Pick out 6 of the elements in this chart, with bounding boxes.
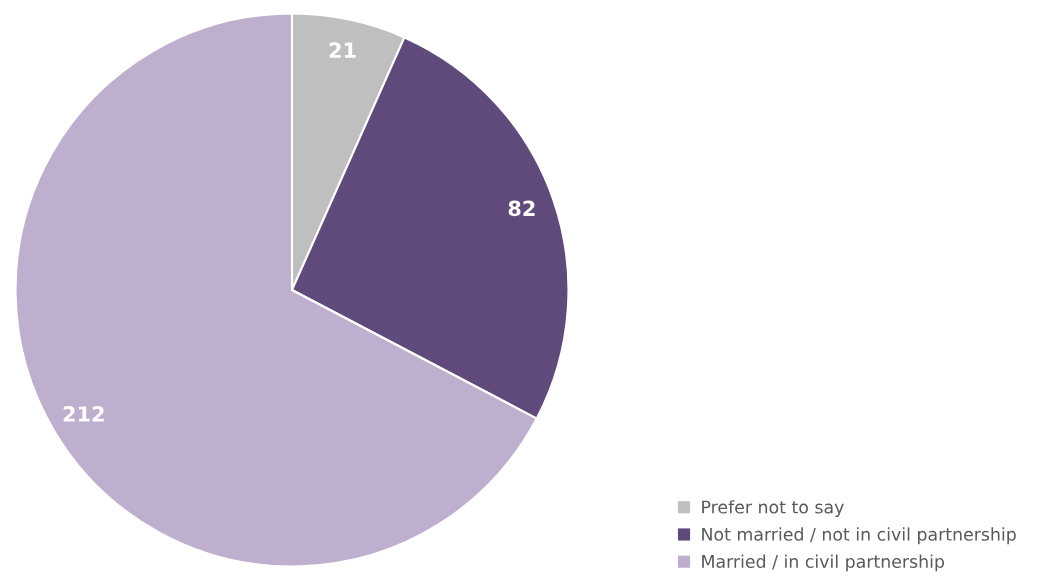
legend-label: Prefer not to say [702,500,844,517]
legend-label: Not married / not in civil partnership [702,527,1016,545]
data-label: 82 [508,200,535,217]
data-label: 21 [329,42,356,58]
data-label: 212 [63,406,104,422]
legend-label: Married / in civil partnership [702,554,945,572]
